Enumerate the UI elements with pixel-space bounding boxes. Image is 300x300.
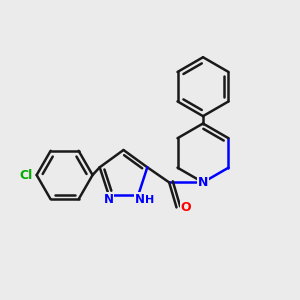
Text: N: N (198, 176, 208, 189)
Text: H: H (145, 195, 154, 205)
Text: N: N (135, 193, 145, 206)
Text: N: N (104, 193, 114, 206)
Text: O: O (181, 201, 191, 214)
Text: Cl: Cl (19, 169, 32, 182)
